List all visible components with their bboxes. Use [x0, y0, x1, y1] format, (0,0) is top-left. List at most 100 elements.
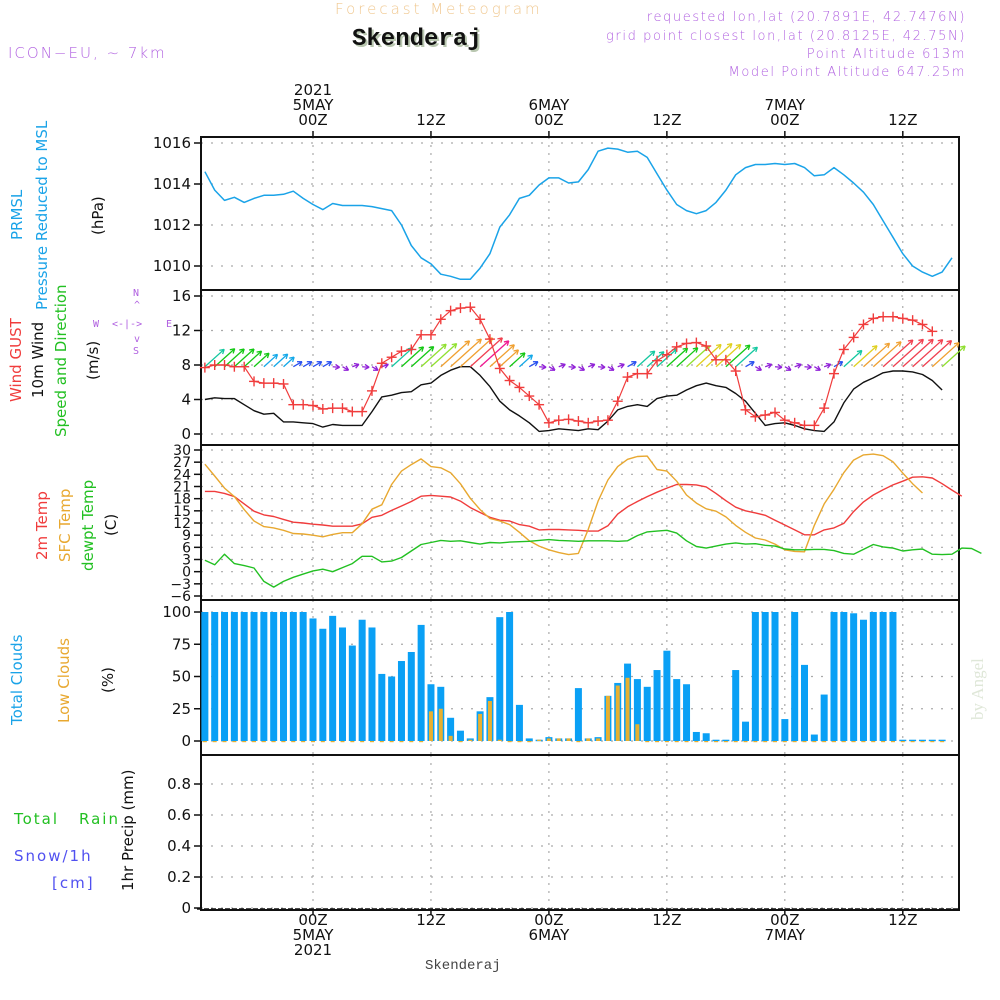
bar-low-clouds	[261, 741, 266, 743]
bar-low-clouds	[605, 695, 610, 741]
bar-total-clouds	[850, 613, 858, 741]
y-tick-label: −6	[170, 589, 191, 605]
wind-arrow	[302, 361, 313, 368]
gust-marker	[239, 361, 250, 372]
gust-marker	[593, 416, 604, 427]
wind-arrow	[804, 363, 812, 371]
bar-total-clouds	[751, 612, 759, 741]
time-label-top: 00Z	[298, 111, 328, 129]
gust-marker	[838, 344, 849, 355]
wind-arrow	[941, 345, 966, 368]
bar-low-clouds	[861, 741, 866, 743]
bar-low-clouds	[714, 741, 719, 743]
bar-low-clouds	[232, 741, 237, 743]
time-label-bottom: 6MAY	[528, 926, 570, 944]
gust-marker	[681, 338, 692, 349]
time-label-bottom: 12Z	[416, 911, 446, 929]
wind-arrow	[774, 363, 783, 371]
bar-low-clouds	[802, 741, 807, 743]
bar-low-clouds	[487, 701, 492, 741]
wind-arrow	[814, 365, 821, 371]
wind-arrow	[607, 365, 615, 371]
wind-arrow	[823, 362, 832, 369]
bar-total-clouds	[574, 688, 582, 741]
bar-low-clouds	[684, 741, 689, 743]
bar-total-clouds	[869, 612, 877, 741]
bar-total-clouds	[201, 612, 209, 741]
gust-marker	[229, 361, 240, 372]
bar-low-clouds	[517, 741, 522, 743]
series-prmsl	[204, 147, 953, 281]
bar-low-clouds	[252, 741, 257, 743]
gust-marker	[897, 313, 908, 324]
gust-marker	[553, 415, 564, 426]
wind-arrow	[558, 362, 566, 369]
gust-marker	[534, 399, 545, 410]
y-tick-label: 50	[172, 668, 191, 686]
bar-low-clouds	[822, 741, 827, 743]
gust-marker	[789, 417, 800, 428]
gust-marker	[465, 302, 476, 313]
gust-marker	[543, 417, 554, 428]
gust-marker	[720, 354, 731, 365]
bar-low-clouds	[389, 741, 394, 743]
wind-arrow	[509, 352, 526, 368]
wind-arrow	[362, 363, 370, 371]
bar-total-clouds	[840, 612, 848, 741]
y-tick-label: 25	[172, 700, 191, 718]
gust-marker	[494, 363, 505, 374]
gust-marker	[366, 385, 377, 396]
time-label-bottom: 2021	[293, 941, 333, 959]
wind-arrow	[440, 340, 471, 368]
gust-marker	[907, 315, 918, 326]
bar-low-clouds	[940, 741, 945, 743]
gust-marker	[809, 420, 820, 431]
gust-marker	[730, 366, 741, 377]
bar-total-clouds	[338, 627, 346, 741]
bar-total-clouds	[683, 684, 691, 741]
wind-arrow	[410, 345, 435, 368]
bar-low-clouds	[733, 741, 738, 743]
bar-low-clouds	[458, 741, 463, 743]
wind-arrow	[902, 338, 934, 368]
bar-total-clouds	[230, 612, 238, 741]
bar-total-clouds	[417, 624, 425, 741]
wind-arrow	[548, 365, 556, 371]
y-tick-label: 12	[173, 516, 191, 532]
gust-marker	[917, 319, 928, 330]
model-label: ICON−EU, ~ 7km	[8, 44, 167, 62]
compass-w: W	[93, 319, 100, 330]
bar-low-clouds	[537, 739, 542, 741]
bar-total-clouds	[918, 739, 926, 742]
y-tick-label: 3	[182, 553, 191, 569]
panel-frame-precip	[200, 754, 960, 911]
bar-low-clouds	[900, 741, 905, 743]
compass-n: N	[133, 288, 140, 299]
wind-arrow	[283, 356, 295, 368]
wind-arrow	[735, 346, 758, 368]
bar-low-clouds	[281, 741, 286, 743]
gust-marker	[445, 305, 456, 316]
y-tick-label: 9	[182, 528, 191, 544]
gust-marker	[268, 378, 279, 389]
wind-arrow	[499, 349, 520, 368]
time-label-bottom: 00Z	[298, 911, 328, 929]
bar-total-clouds	[260, 612, 268, 741]
bar-low-clouds	[271, 741, 276, 743]
y-tick-label: 100	[162, 603, 191, 621]
bar-total-clouds	[879, 612, 887, 741]
point-altitude: Point Altitude 613m	[806, 47, 966, 62]
wind-arrow	[695, 343, 722, 368]
bar-low-clouds	[743, 741, 748, 743]
bar-low-clouds	[409, 741, 414, 743]
bar-total-clouds	[801, 664, 808, 741]
wind-arrow	[627, 361, 637, 368]
y-tick-label: 30	[173, 443, 191, 459]
bar-low-clouds	[910, 741, 915, 743]
gust-marker	[199, 362, 210, 373]
model-altitude: Model Point Altitude 647.25m	[728, 65, 966, 80]
bar-low-clouds	[831, 741, 836, 743]
bar-total-clouds	[722, 739, 730, 742]
compass-s: S	[133, 346, 140, 357]
